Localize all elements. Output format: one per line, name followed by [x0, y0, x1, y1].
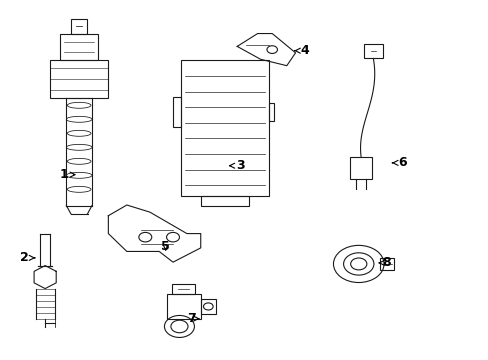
Bar — [380, 258, 393, 270]
Text: 1: 1 — [59, 168, 75, 181]
Bar — [364, 44, 382, 58]
Bar — [350, 157, 371, 179]
Text: 3: 3 — [229, 159, 244, 172]
Text: 6: 6 — [392, 156, 406, 169]
Bar — [50, 60, 108, 98]
Text: 5: 5 — [161, 240, 170, 253]
Bar — [181, 60, 268, 196]
Bar — [173, 97, 181, 127]
Bar — [172, 284, 195, 294]
Bar — [166, 294, 201, 319]
Bar — [60, 33, 98, 60]
Bar — [268, 103, 274, 121]
Bar — [201, 196, 248, 206]
Text: 7: 7 — [186, 312, 198, 325]
Bar — [201, 299, 215, 314]
Text: 8: 8 — [379, 256, 390, 269]
Text: 4: 4 — [294, 44, 308, 57]
Bar — [71, 19, 87, 33]
Text: 2: 2 — [20, 251, 35, 264]
